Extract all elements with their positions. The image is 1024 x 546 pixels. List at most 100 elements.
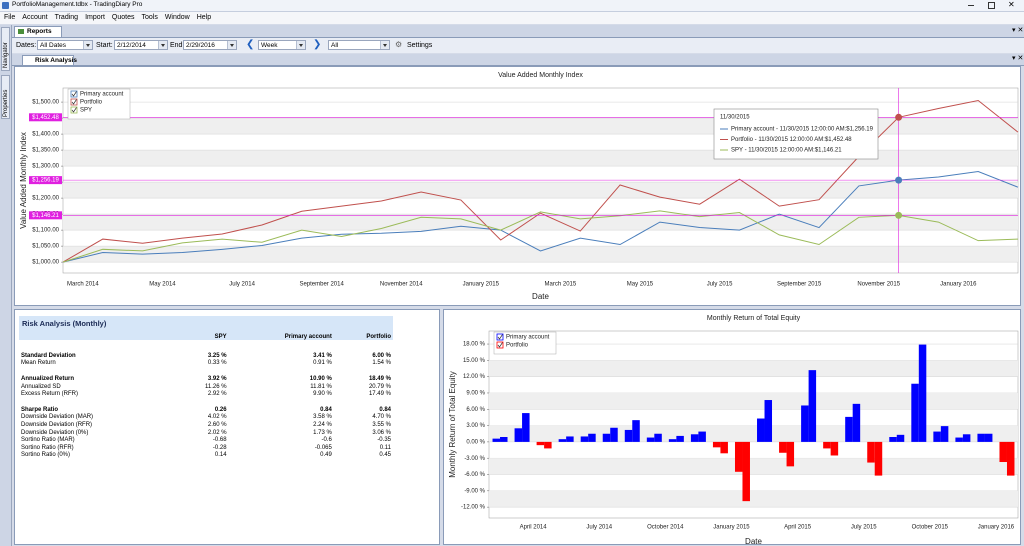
cell: 9.90 %	[313, 391, 332, 398]
menu-item[interactable]: File	[4, 14, 16, 21]
cell: 0.11	[379, 444, 391, 451]
period-dropdown[interactable]: Week	[258, 40, 306, 50]
x-tick-label: January 2015	[713, 525, 750, 531]
bar	[852, 403, 861, 442]
cell: 3.58 %	[313, 414, 332, 421]
menu-item[interactable]: Tools	[141, 14, 158, 21]
label: End:	[170, 42, 185, 49]
spacer-row	[19, 367, 393, 375]
x-tick-label: July 2015	[851, 525, 877, 531]
bar	[933, 431, 941, 442]
bar	[712, 441, 721, 448]
table-panel: Risk Analysis (Monthly) SPY Primary accou…	[14, 309, 440, 545]
reports-tab[interactable]: Reports	[14, 26, 62, 37]
x-tick-label: October 2014	[647, 525, 684, 531]
menu-item[interactable]: Account	[22, 14, 48, 21]
restore-button[interactable]	[988, 2, 995, 9]
side-tab-label: Properties	[3, 89, 9, 117]
grid-band	[489, 490, 1018, 508]
side-tab[interactable]: Navigator	[1, 27, 10, 71]
x-tick-label: July 2015	[707, 282, 733, 288]
tab-close[interactable]: ▾ ✕	[1012, 27, 1024, 34]
menu-item[interactable]: Window	[164, 14, 190, 21]
legend-label: Portfolio	[80, 100, 103, 106]
header-cell: 0.84	[320, 406, 332, 413]
bar	[602, 433, 611, 442]
subtab-close[interactable]: ▾ ✕	[1012, 55, 1024, 62]
table-title: Risk Analysis (Monthly)	[22, 319, 107, 328]
bar	[940, 426, 949, 442]
bar	[896, 434, 905, 442]
x-tick-label: January 2015	[463, 282, 500, 288]
y-tick-label: 3.00 %	[466, 423, 485, 429]
cell: 11.81 %	[310, 383, 332, 390]
side-tab[interactable]: Properties	[1, 75, 10, 119]
x-tick-label: January 2016	[940, 282, 977, 288]
bar	[742, 441, 750, 502]
y-tick-label: 18.00 %	[463, 342, 486, 348]
close-button[interactable]: ✕	[1008, 0, 1015, 9]
toolbar: Dates: All Dates Start: 2/12/2014 End: 2…	[12, 38, 1024, 53]
table-row: Downside Deviation (0%) 2.02 % 1.73 % 3.06 …	[19, 429, 393, 437]
x-tick-label: May 2015	[627, 282, 654, 288]
bar	[492, 438, 501, 442]
label: Dates:	[16, 42, 37, 49]
tab-label: Reports	[27, 28, 52, 35]
spacer-row	[19, 344, 393, 352]
header-cell: 18.49 %	[368, 375, 391, 382]
y-tick-label: 15.00 %	[463, 358, 486, 364]
y-tick-label: -9.00 %	[464, 488, 485, 494]
minimize-button[interactable]	[968, 5, 974, 6]
table-row: Downside Deviation (RFR) 2.60 % 2.24 % 3.55…	[19, 421, 393, 429]
bar	[588, 433, 596, 442]
table-row: Sortino Ratio (MAR) -0.68 -0.6 -0.35	[19, 436, 393, 444]
legend-checkbox	[496, 341, 504, 349]
cell: Downside Deviation (RFR)	[21, 421, 93, 428]
cell: 1.73 %	[313, 429, 332, 436]
end-date[interactable]: 2/29/2016	[183, 40, 237, 50]
header-cell: 6.00 %	[372, 352, 391, 359]
header-cell: 10.90 %	[309, 375, 332, 382]
grid-band	[63, 246, 1018, 263]
prev-button[interactable]: ❮	[246, 39, 255, 50]
side-tab-label: Navigator	[3, 42, 9, 68]
bar	[734, 441, 743, 472]
menu-item[interactable]: Import	[85, 14, 105, 21]
bar-chart: Monthly Return of Total Equity 18.00 % 15.…	[448, 315, 1019, 546]
series-line	[62, 171, 1019, 263]
legend-box	[493, 331, 557, 355]
menu-item[interactable]: Help	[196, 14, 212, 21]
x-tick-label: September 2015	[777, 282, 822, 288]
dates-dropdown[interactable]: All Dates	[37, 40, 93, 50]
subtab-label: Risk Analysis	[35, 57, 78, 64]
start-date[interactable]: 2/12/2014	[114, 40, 168, 50]
bar	[632, 420, 640, 442]
menu-item[interactable]: Trading	[54, 14, 79, 21]
settings-button[interactable]: Settings	[407, 42, 433, 49]
y-axis-label: Value Added Monthly Index	[19, 132, 28, 229]
section-header-row: Standard Deviation 3.25 % 3.41 % 6.00 %	[19, 352, 393, 360]
next-button[interactable]: ❯	[313, 39, 322, 50]
table-row: Excess Return (RFR) 2.92 % 9.90 % 17.49 %	[19, 390, 393, 398]
filter-dropdown[interactable]: All	[328, 40, 390, 50]
menu-item[interactable]: Quotes	[111, 14, 135, 21]
title-bar: PortfolioManagement.tdbx - TradingDiary …	[0, 0, 1024, 12]
legend-checkbox	[70, 90, 78, 98]
y-tick-label: 0.00 %	[466, 439, 485, 445]
x-tick-label: April 2015	[784, 525, 812, 531]
risk-tab[interactable]: Risk Analysis	[22, 55, 78, 65]
bar	[911, 383, 919, 442]
crosshair-marker	[895, 176, 903, 184]
y-tick-label: 12.00 %	[463, 374, 486, 380]
header-cell: Sharpe Ratio	[21, 406, 59, 413]
bar	[646, 437, 655, 442]
cell: 2.92 %	[207, 391, 227, 398]
chart-title: Monthly Return of Total Equity	[707, 315, 801, 322]
bar	[918, 344, 927, 442]
crosshair-label: $1,452.48	[32, 115, 59, 121]
bar	[544, 441, 552, 449]
x-tick-label: July 2014	[229, 282, 255, 288]
bar	[999, 441, 1007, 463]
x-axis-label: Date	[745, 537, 762, 544]
bar	[955, 437, 963, 442]
